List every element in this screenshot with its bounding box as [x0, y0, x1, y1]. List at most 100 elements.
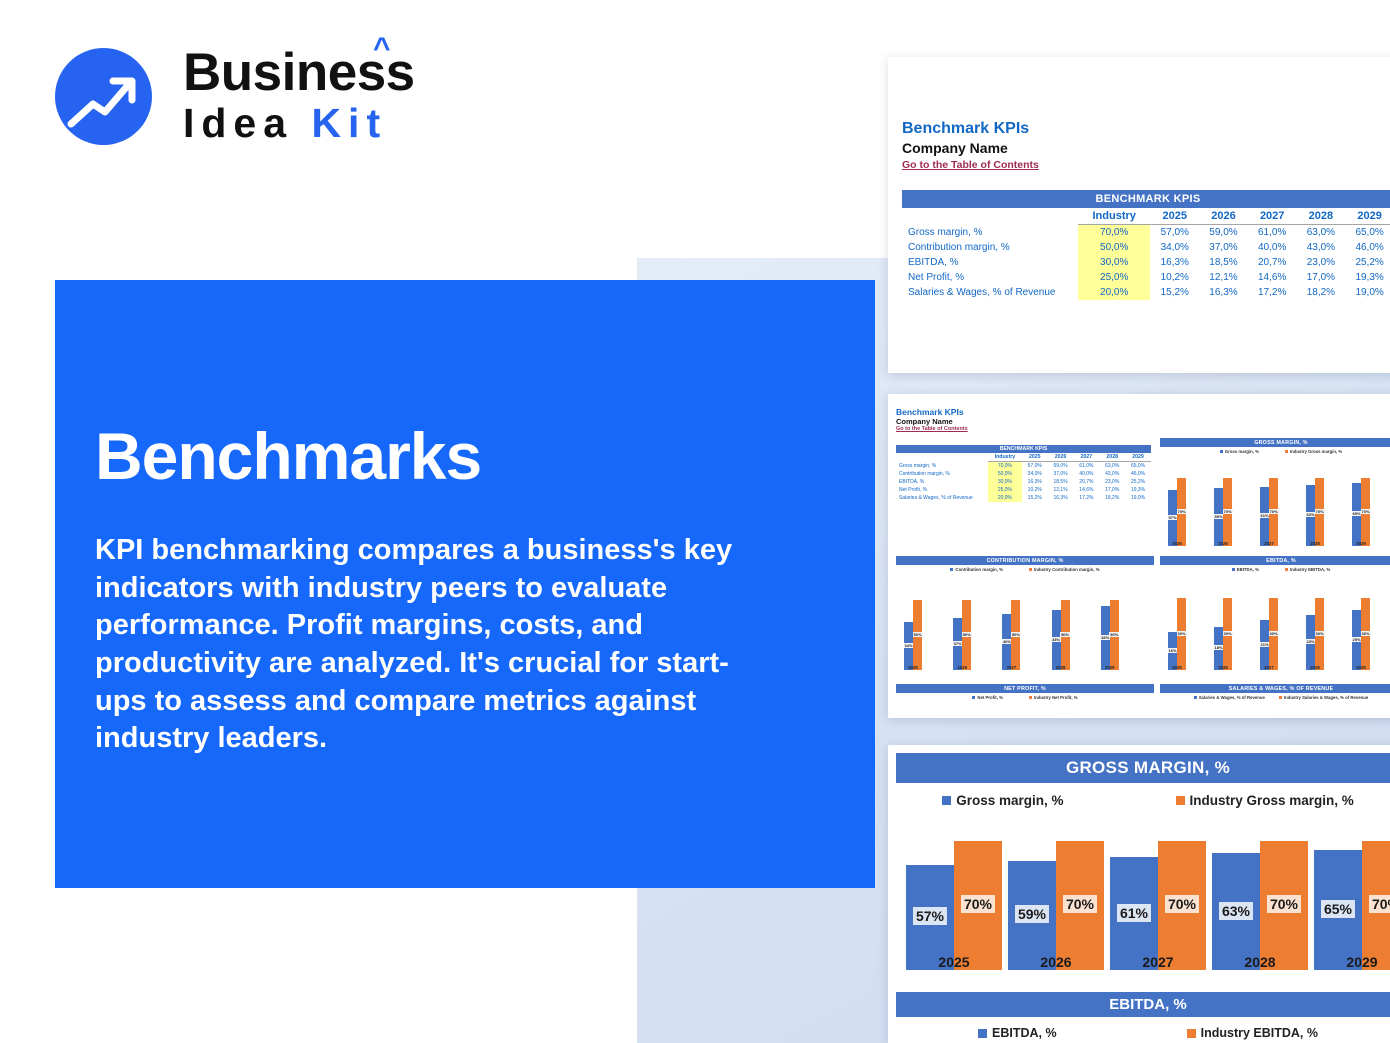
legend-item-industry: Industry Net Profit, % [1028, 695, 1078, 700]
bar-group: 57% 70% 2025 [906, 840, 1002, 970]
bar-industry: 70% [954, 840, 1002, 970]
mini-chart-title: CONTRIBUTION MARGIN, % [896, 556, 1154, 565]
toc-link[interactable]: Go to the Table of Contents [902, 159, 1039, 171]
bar-company: 43% [1051, 609, 1062, 670]
x-axis-label: 2026 [957, 665, 967, 670]
cell-industry: 70,0% [988, 461, 1022, 470]
bar-industry: 70% [1268, 477, 1279, 546]
bar-company: 61% [1259, 486, 1270, 546]
brand-name-idea: Idea [183, 99, 294, 146]
circumflex-accent-icon: ^ [373, 32, 391, 65]
row-label: Net Profit, % [899, 487, 928, 493]
cell-2027: 20,7% [1079, 479, 1094, 485]
cell-industry: 25,0% [988, 486, 1022, 494]
table-row: Contribution margin, % 50,0% 34,0% 37,0%… [902, 240, 1390, 255]
legend-label: Industry Contribution margin, % [1033, 567, 1100, 572]
table-row: Contribution margin, % 50,0% 34,0% 37,0%… [896, 470, 1151, 478]
row-label: Net Profit, % [908, 272, 965, 283]
table-row: EBITDA, % 30,0% 16,3% 18,5% 20,7% 23,0% … [902, 255, 1390, 270]
x-axis-label: 2025 [938, 954, 970, 970]
bar-value-label: 23% [1305, 639, 1316, 645]
bar-industry: 50% [912, 600, 923, 670]
bar-company: 63% [1305, 484, 1316, 546]
bar-value-label: 50% [912, 632, 923, 637]
cell-2026: 59,0% [1053, 463, 1068, 469]
cell-2025: 15,2% [1160, 287, 1189, 298]
mini-chart-net-profit[interactable]: NET PROFIT, % Net Profit, % Industry Net… [896, 684, 1154, 712]
cell-2029: 19,0% [1130, 495, 1146, 501]
cell-2025: 15,2% [1027, 495, 1042, 501]
col-header-2028: 2028 [1296, 208, 1346, 225]
cell-2029: 65,0% [1355, 227, 1384, 238]
mini-bar-group: 18% 30% 2026 [1213, 598, 1233, 670]
cell-industry: 25,0% [1078, 270, 1151, 285]
legend-label: EBITDA, % [992, 1026, 1057, 1040]
bar-company: 57% [1167, 490, 1178, 546]
row-label: Salaries & Wages, % of Revenue [908, 287, 1056, 298]
mini-bar-group: 65% 70% 2029 [1351, 477, 1371, 546]
brand-logo[interactable]: Business ^ Idea Kit [55, 33, 415, 146]
bar-value-label: 30% [1176, 631, 1187, 636]
legend-item-industry: Industry EBITDA, % [1186, 1026, 1318, 1040]
screenshot-gross-margin-chart[interactable]: GROSS MARGIN, % Gross margin, % Industry… [888, 745, 1390, 1043]
big-plot-area: 57% 70% 2025 59% 70% 2026 61% 70% 2027 63% 70% 2028… [888, 822, 1390, 992]
bar-industry: 50% [961, 600, 972, 670]
cell-2028: 17,0% [1105, 487, 1120, 493]
dash-toc-link[interactable]: Go to the Table of Contents [896, 426, 968, 432]
x-axis-label: 2026 [1218, 665, 1228, 670]
bar-value-label: 70% [1062, 895, 1098, 914]
mini-chart-salaries-wages[interactable]: SALARIES & WAGES, % OF REVENUE Salaries … [1160, 684, 1390, 712]
bar-industry: 30% [1268, 598, 1279, 670]
bar-value-label: 40% [1001, 639, 1012, 644]
x-axis-label: 2028 [1310, 541, 1320, 546]
bar-value-label: 30% [1268, 631, 1279, 636]
mini-chart-title: GROSS MARGIN, % [1160, 438, 1390, 447]
mini-chart-gross-margin[interactable]: GROSS MARGIN, % Gross margin, % Industry… [1160, 438, 1390, 564]
bar-value-label: 34% [903, 643, 914, 649]
row-label: Gross margin, % [899, 462, 937, 469]
sheet-company: Company Name [902, 140, 1008, 156]
mini-bar-group: 16% 30% 2025 [1167, 598, 1187, 670]
cell-2027: 61,0% [1079, 463, 1094, 469]
bar-company: 37% [952, 618, 963, 670]
mini-plot-area: 57% 70% 2025 59% 70% 2026 61% 70% 2027 63% 70% 2028… [1160, 456, 1390, 554]
legend-label: Net Profit, % [977, 695, 1003, 700]
col-header-2026: 2026 [1047, 453, 1074, 462]
bar-value-label: 21% [1259, 641, 1270, 647]
hero-description: KPI benchmarking compares a business's k… [95, 534, 733, 755]
legend-label: Salaries & Wages, % of Revenue [1198, 695, 1265, 700]
row-label: Contribution margin, % [899, 471, 950, 477]
cell-2029: 25,2% [1130, 479, 1146, 485]
legend-item-company: Net Profit, % [972, 695, 1003, 700]
mini-chart-ebitda[interactable]: EBITDA, % EBITDA, % Industry EBITDA, % 1… [1160, 556, 1390, 688]
cell-2028: 18,2% [1105, 495, 1120, 501]
legend-item-industry: Industry Gross margin, % [1175, 793, 1354, 808]
x-axis-label: 2029 [1346, 954, 1378, 970]
mini-chart-contribution-margin[interactable]: CONTRIBUTION MARGIN, % Contribution marg… [896, 556, 1154, 688]
cell-2028: 43,0% [1105, 471, 1120, 477]
col-header-2028: 2028 [1099, 453, 1126, 462]
row-label: EBITDA, % [908, 257, 959, 268]
cell-2028: 17,0% [1306, 272, 1336, 283]
legend-item-industry: Industry Salaries & Wages, % of Revenue [1278, 695, 1368, 700]
bar-value-label: 63% [1305, 512, 1316, 518]
cell-2027: 17,2% [1079, 495, 1094, 501]
bar-value-label: 61% [1259, 513, 1270, 519]
mini-bar-group: 61% 70% 2027 [1259, 477, 1279, 546]
mini-bar-group: 34% 50% 2025 [903, 600, 923, 670]
cell-industry: 20,0% [988, 494, 1022, 502]
cell-2028: 18,2% [1306, 287, 1336, 298]
bar-value-label: 57% [1167, 515, 1178, 521]
cell-industry: 50,0% [988, 470, 1022, 478]
bar-value-label: 65% [1351, 511, 1362, 517]
dash-kpi-table: BENCHMARK KPIS Industry 2025 2026 2027 2… [896, 445, 1151, 502]
cell-2029: 46,0% [1355, 242, 1384, 253]
dash-sheet-company: Company Name [896, 417, 953, 426]
x-axis-label: 2027 [1264, 541, 1274, 546]
screenshot-dashboard[interactable]: Benchmark KPIs Company Name Go to the Ta… [888, 394, 1390, 718]
screenshot-kpi-table[interactable]: Benchmark KPIs Company Name Go to the Ta… [888, 57, 1390, 373]
mini-bar-group: 21% 30% 2027 [1259, 598, 1279, 670]
bar-value-label: 16% [1167, 647, 1178, 653]
legend-item-company: EBITDA, % [1231, 567, 1259, 572]
bar-value-label: 18% [1213, 645, 1224, 651]
